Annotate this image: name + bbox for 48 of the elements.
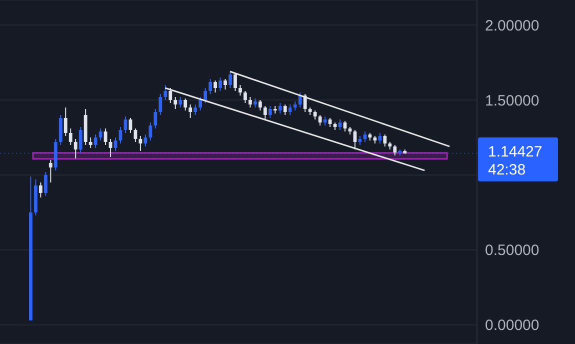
- candlestick: [88, 136, 92, 148]
- candlestick: [44, 171, 48, 196]
- y-tick-label: 0.50000: [485, 242, 540, 260]
- candlestick: [158, 93, 162, 116]
- candlestick: [248, 96, 252, 108]
- candlestick: [393, 144, 397, 156]
- candlestick: [148, 122, 152, 141]
- candlestick: [224, 78, 227, 90]
- candlestick: [94, 134, 98, 148]
- candlestick: [188, 104, 192, 118]
- candlestick: [298, 92, 302, 108]
- candlestick: [144, 134, 148, 147]
- text: 42:38: [488, 161, 526, 178]
- candlestick: [174, 96, 178, 110]
- candlestick: [218, 77, 222, 92]
- candlestick: [198, 96, 202, 111]
- candlestick: [214, 80, 217, 93]
- y-tick-label: 2.00000: [485, 17, 540, 34]
- candlestick: [303, 93, 307, 112]
- candlestick: [78, 126, 82, 153]
- candlestick: [74, 138, 78, 159]
- candlestick: [378, 132, 382, 144]
- candlestick: [244, 90, 247, 104]
- candlestick: [258, 99, 262, 111]
- candlestick: [178, 96, 182, 108]
- candlestick: [164, 84, 168, 100]
- candlestick: [283, 104, 287, 116]
- candlestick: [38, 182, 42, 198]
- candlestick: [48, 159, 52, 183]
- candlestick: [208, 78, 212, 94]
- candlestick: [383, 134, 387, 147]
- candlestick: [184, 98, 188, 111]
- candlestick: [278, 102, 282, 114]
- candlestick: [68, 128, 72, 146]
- candlestick: [263, 105, 267, 120]
- candlestick: [64, 106, 68, 136]
- candlestick: [58, 114, 62, 146]
- candlestick: [318, 114, 322, 126]
- candlestick: [228, 71, 232, 88]
- candlestick: [238, 84, 242, 96]
- candlestick: [268, 105, 272, 118]
- candlestick: [154, 108, 158, 129]
- candlestick: [288, 104, 292, 116]
- y-tick-label: 0.00000: [485, 317, 540, 334]
- candlestick: [204, 88, 208, 104]
- ref-line-label: 1.14427: [488, 143, 542, 160]
- y-tick-label: 1.50000: [485, 92, 540, 110]
- candlestick: [194, 104, 198, 116]
